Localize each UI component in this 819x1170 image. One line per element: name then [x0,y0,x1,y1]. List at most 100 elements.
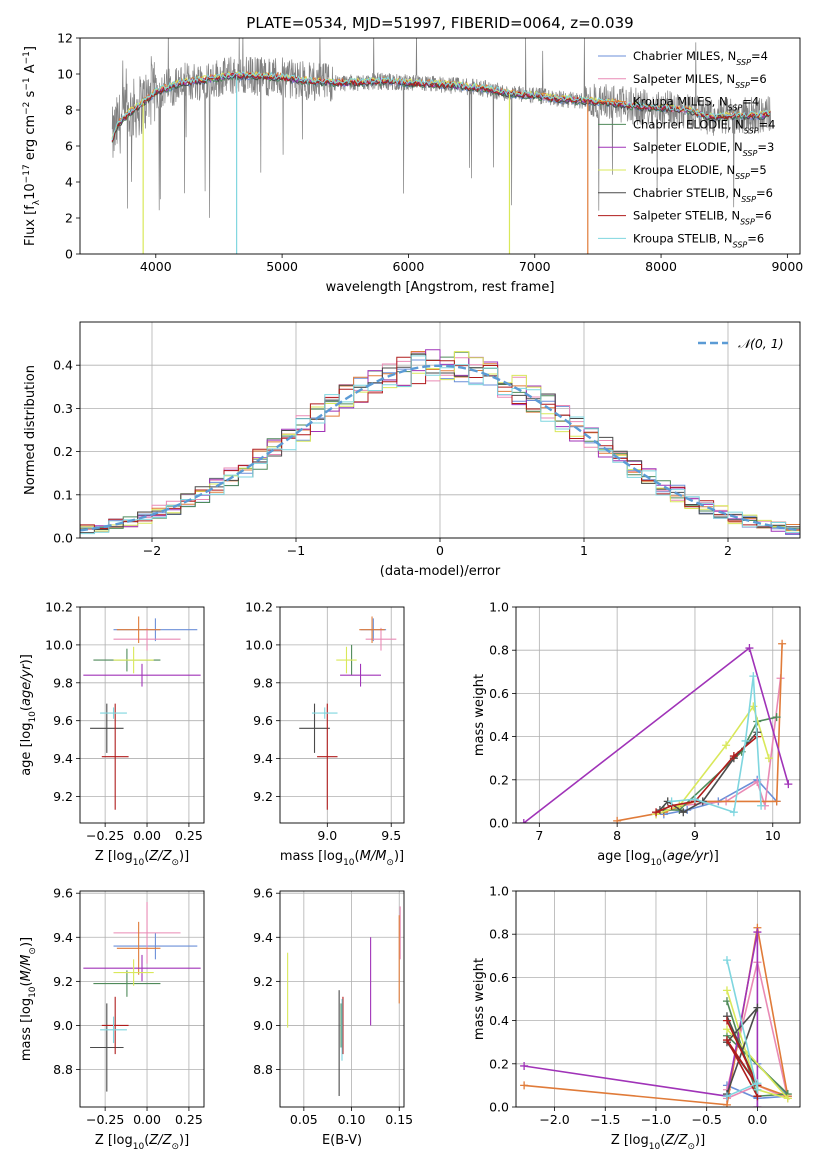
legend-label-SS: Salpeter STELIB, NSSP=6 [633,209,772,227]
y-tick-label: 0.0 [489,1100,509,1115]
massweight_vs_Z-axes: −2.0 −1.5 −1.0 −0.5 0.0 0.0 0.2 0.4 0.6 0.8 1.0 [489,884,800,1127]
spectrum-frame [79,37,801,255]
legend-text: Salpeter STELIB, N [633,209,740,223]
series-marker-KM [613,816,622,823]
x-axis-label-part: )] [709,849,719,864]
y-tick-label: 9.4 [53,751,73,766]
age_vs_Z-frame [79,606,205,824]
y-tick-label: 12 [57,31,73,46]
y-tick-label: 0.4 [489,729,509,744]
y-tick-label: 9.6 [253,886,273,901]
y-tick-label: 9.6 [253,713,273,728]
legend-sub: SSP [744,126,759,135]
x-axis-label: (data-model)/error [380,564,501,579]
legend-suffix: =4 [759,117,776,131]
x-tick-label: −1.0 [641,1112,671,1127]
figure-title: PLATE=0534, MJD=51997, FIBERID=0064, z=0… [246,14,633,32]
x-tick-label: 10 [765,828,781,843]
x-axis-label-part: ⊙ [171,858,179,868]
series-marker-SS [722,1016,731,1025]
series-marker-CS [679,808,688,817]
x-axis-label-part: wavelength [Angstrom, rest frame] [326,280,555,295]
series-marker-SE [753,928,762,937]
x-axis-label-part: E(B-V) [322,1133,362,1148]
x-tick-label: 1 [580,543,588,558]
y-tick-label: 10.2 [45,600,73,615]
y-axis-label-part: −17 [22,164,32,183]
series-marker-KE [764,754,773,763]
legend-label-CS: Chabrier STELIB, NSSP=6 [633,186,773,204]
x-axis-label-part: Z [log [95,849,133,864]
x-axis-label-part: M/M [360,849,387,864]
age_vs_Z-points [83,616,201,810]
x-axis-label-part: 10 [133,1142,145,1152]
legend-suffix: =3 [757,140,774,154]
age_vs_mass-points [299,616,397,810]
y-tick-label: 9.4 [253,751,273,766]
series-marker-KS [741,736,750,745]
y-axis-label-part: 10 [28,986,38,998]
legend-sub: SSP [735,172,750,181]
y-tick-label: 9.4 [253,930,273,945]
y-tick-label: 0.3 [53,401,73,416]
y-axis-label-part: Normed distribution [23,365,38,495]
y-tick-label: 0.4 [489,1013,509,1028]
y-tick-label: 10.0 [45,637,73,652]
y-axis-label: age [log10(age/yr)] [19,654,38,776]
y-axis-label: mass [log10(M/M⊙)] [19,937,38,1061]
legend-text: Salpeter ELODIE, N [633,140,743,154]
legend-suffix: =6 [747,231,764,245]
age_vs_mass-axes: 9.0 9.5 9.2 9.4 9.6 9.8 10.0 10.2 [245,600,404,843]
series-marker-KS [690,795,699,804]
y-tick-label: 0 [65,247,73,262]
series-marker-KM [520,1081,529,1090]
series-marker-SE [520,1061,529,1070]
series-line-SE [523,931,759,1107]
x-axis-label-part: ⊙ [171,1142,179,1152]
y-tick-label: 10 [57,67,73,82]
x-tick-label: 7 [535,828,543,843]
massweight_vs_Z-lines [520,923,792,1107]
series-marker-SS [729,752,738,761]
y-tick-label: 1.0 [489,884,509,899]
y-tick-label: 10.0 [245,637,273,652]
series-line-SS [726,1020,759,1097]
x-tick-label: −0.25 [86,828,124,843]
x-axis-label-part: 10 [650,858,662,868]
mass_vs_Z-frame [79,890,205,1108]
x-tick-label: 9.5 [381,828,401,843]
series-marker-KM [772,797,781,806]
y-tick-label: 8.8 [53,1062,73,1077]
x-axis-label: Z [log10(Z/Z⊙)] [95,1133,189,1152]
legend-label-SM: Salpeter MILES, NSSP=6 [633,72,767,90]
y-axis-label: mass weight [472,674,487,756]
series-marker-SS [652,808,661,817]
y-tick-label: 0.1 [53,487,73,502]
x-tick-label: 8000 [645,259,677,274]
series-marker-CS [753,1003,762,1012]
mass_vs_ebv-frame [279,890,405,1108]
x-tick-label: 0.05 [290,1112,318,1127]
x-tick-label: 0.10 [338,1112,366,1127]
legend-text: Chabrier STELIB, N [633,186,741,200]
y-axis-label-part: mass weight [472,958,487,1040]
series-marker-KE [722,741,731,750]
x-axis-label: mass [log10(M/M⊙)] [280,849,404,868]
series-marker-SE [745,644,754,653]
series-marker-KS [749,672,758,681]
y-axis-label-part: ] [23,46,38,51]
series-line-CS [659,731,758,814]
massweight_vs_age-axes: 7 8 9 10 0.0 0.2 0.4 0.6 0.8 1.0 [489,600,800,843]
y-axis-label: Normed distribution [23,365,38,495]
x-tick-label: −2.0 [539,1112,569,1127]
x-axis-label: wavelength [Angstrom, rest frame] [326,280,555,295]
x-axis-label-part: Z [log [611,1133,649,1148]
y-tick-label: 2 [65,211,73,226]
x-tick-label: 0.15 [385,1112,413,1127]
series-marker-KS [753,1079,762,1088]
y-tick-label: 0.0 [489,816,509,831]
legend-text: Kroupa STELIB, N [633,231,733,245]
histogram-KS [80,355,800,537]
series-line-KE [726,990,791,1100]
